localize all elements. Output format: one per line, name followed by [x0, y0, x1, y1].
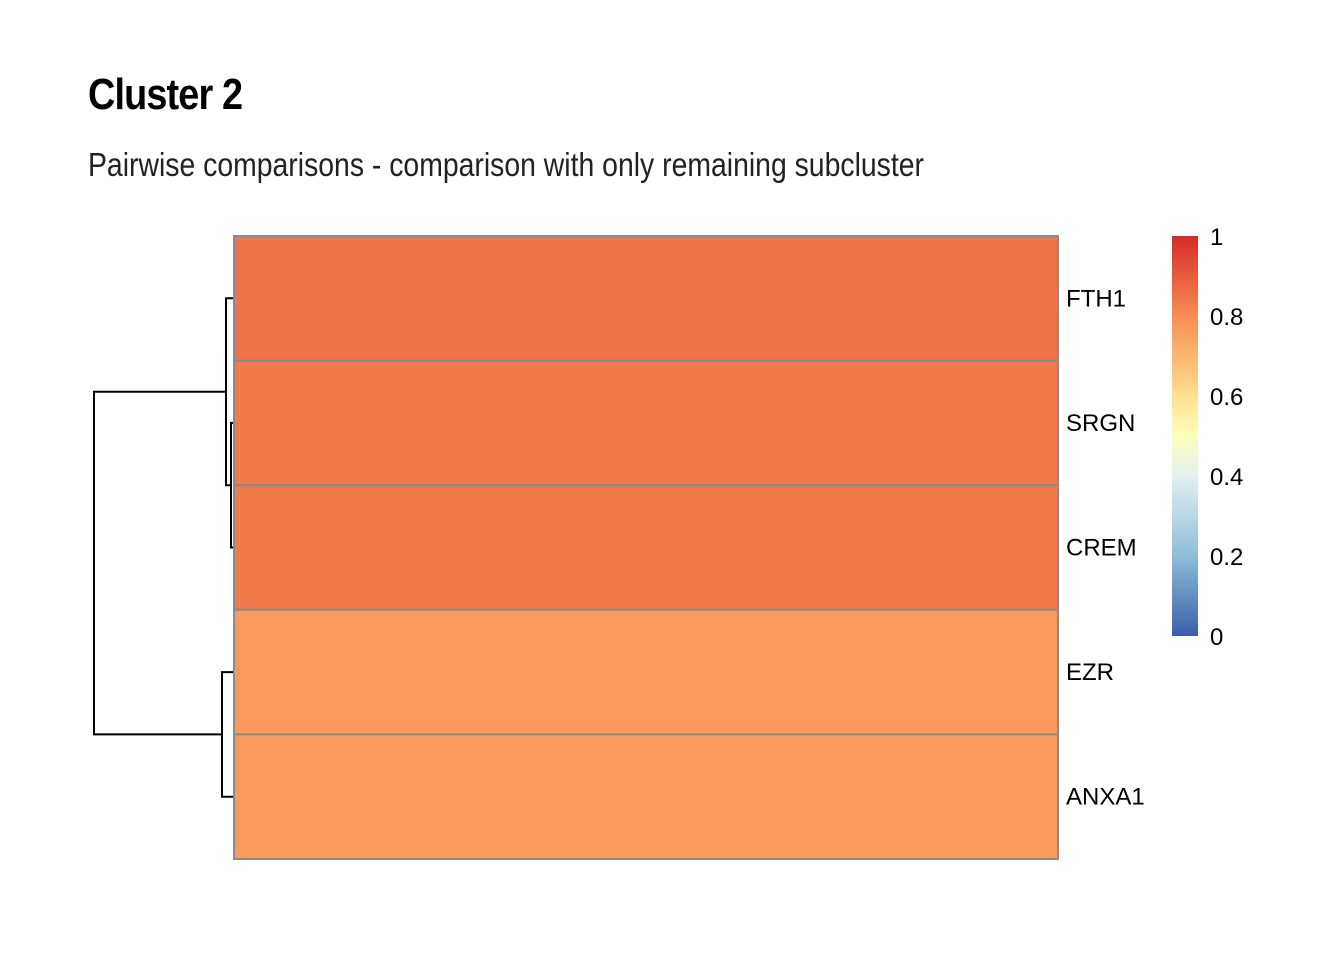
legend-tick-label: 0 [1210, 624, 1223, 651]
heatmap-cells [233, 235, 1059, 861]
legend-tick-label: 0.6 [1210, 384, 1243, 411]
row-labels: FTH1 SRGN CREM EZR ANXA1 [1066, 285, 1145, 810]
heatmap-cell-srgn [233, 359, 1059, 487]
row-label-crem: CREM [1066, 535, 1137, 562]
heatmap-cell-crem [233, 484, 1059, 611]
legend-tick-label: 1 [1210, 224, 1223, 251]
row-label-ezr: EZR [1066, 659, 1114, 686]
row-label-srgn: SRGN [1066, 410, 1135, 437]
heatmap-cell-ezr [233, 608, 1059, 736]
row-label-fth1: FTH1 [1066, 285, 1126, 312]
legend-tick-label: 0.8 [1210, 304, 1243, 331]
row-dendrogram [93, 297, 234, 798]
row-label-anxa1: ANXA1 [1066, 784, 1145, 811]
heatmap-cell-anxa1 [233, 733, 1059, 861]
legend-tick-label: 0.4 [1210, 464, 1243, 491]
heatmap-cell-fth1 [233, 235, 1059, 362]
dendrogram-branch-ezr-anxa1 [221, 671, 234, 798]
legend-colorbar [1172, 236, 1198, 636]
chart-subtitle: Pairwise comparisons - comparison with o… [88, 146, 924, 183]
color-legend: 0 0.2 0.4 0.6 0.8 1 [1172, 224, 1243, 651]
legend-tick-label: 0.2 [1210, 544, 1243, 571]
chart-title: Cluster 2 [88, 70, 243, 119]
dendrogram-root [93, 390, 226, 736]
